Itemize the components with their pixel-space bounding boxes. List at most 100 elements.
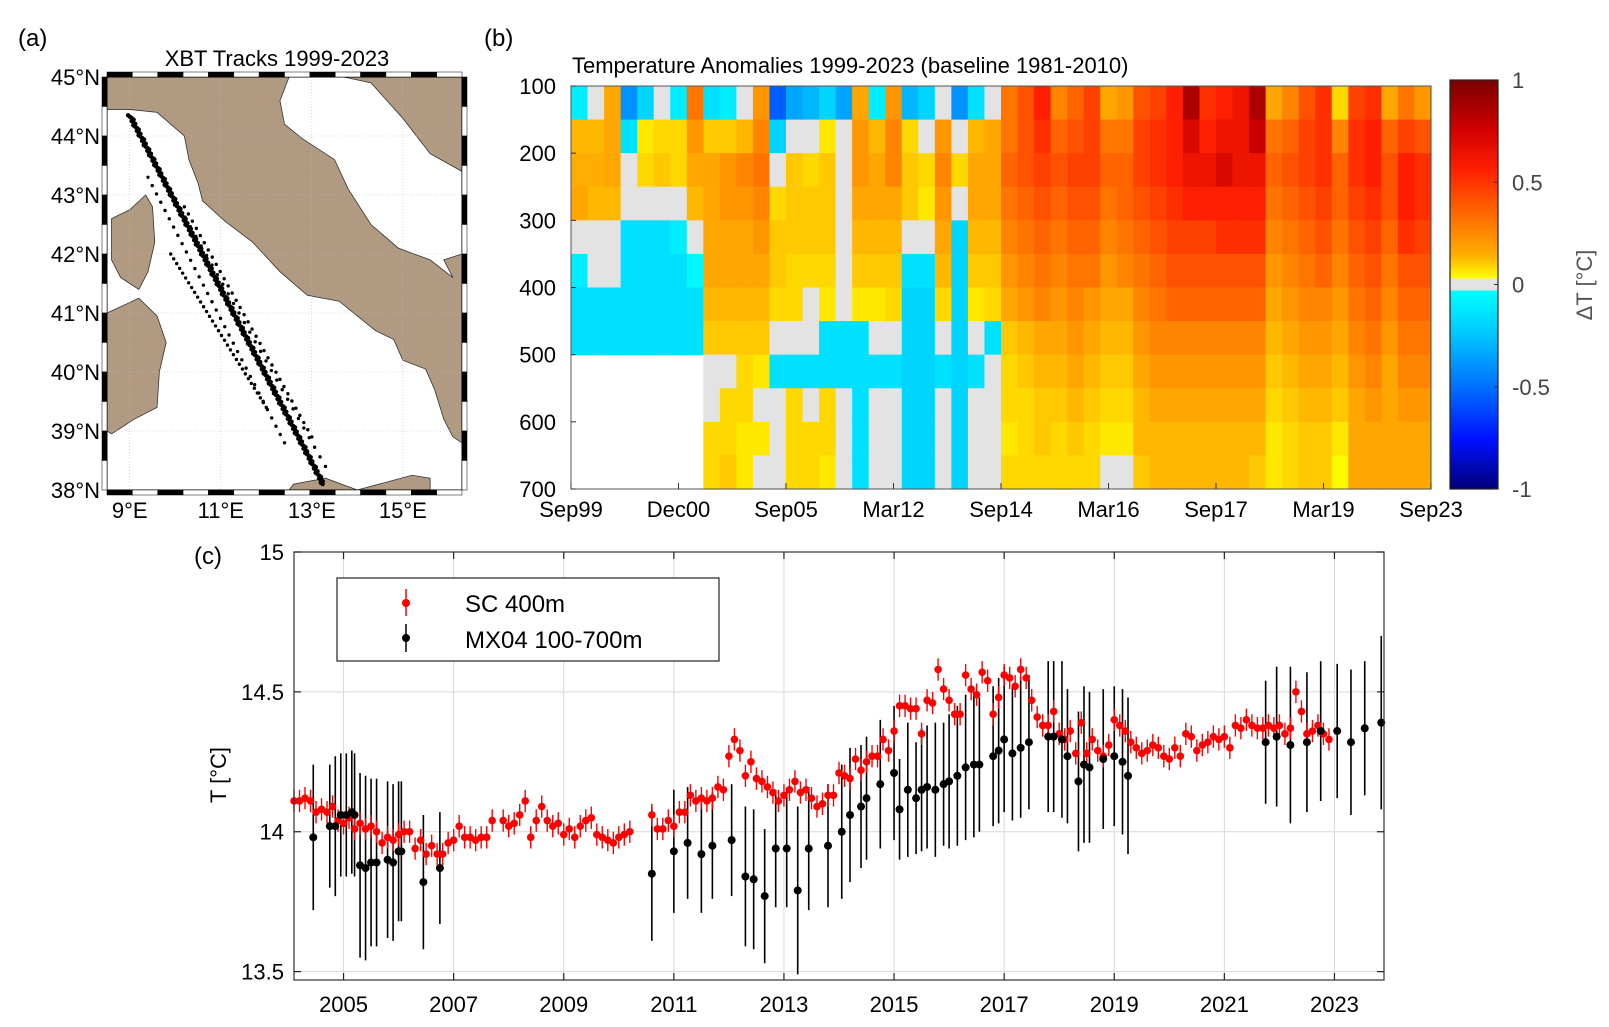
mx04-point [1110,752,1119,761]
track-point [210,255,214,259]
sc-point [906,704,915,713]
mx04-point [903,785,912,794]
y-axis-label: T [°C] [206,747,231,803]
heatmap-cell [752,354,771,389]
heatmap-cell [1298,86,1316,121]
heatmap-cell [1166,388,1184,423]
heatmap-cell [1133,153,1151,188]
map-border-seg [101,283,108,314]
track-point [312,445,317,449]
heatmap-cell [885,186,903,221]
heatmap-cell [1199,287,1217,322]
heatmap-cell [802,421,820,457]
land-italy [106,76,463,444]
heatmap-cell [719,86,737,121]
mx04-point [771,844,780,853]
track-point [222,277,226,281]
mx04-point [749,875,758,884]
heatmap-cell [653,186,671,221]
heatmap-cell [736,388,754,423]
heatmap-cell [637,220,655,255]
track-point [231,301,236,306]
map-border-seg [461,312,468,343]
heatmap-date-tick-label: Sep14 [969,497,1033,522]
sc-point [1242,716,1251,724]
heatmap-cell [703,421,721,457]
track-point [182,205,187,209]
heatmap-cell [1034,220,1052,255]
heatmap-cell [1083,119,1101,154]
heatmap-cell [1397,86,1416,121]
mx04-point [989,752,998,761]
heatmap-cell [967,186,986,221]
sc-point [554,819,563,828]
track-point [183,276,188,280]
sc-point [499,816,507,825]
sc-point [972,690,981,699]
heatmap-cell [752,119,771,154]
heatmap-cell [1397,287,1416,322]
mx04-point [923,782,932,791]
sc-point [890,727,898,735]
heatmap-cell [1149,421,1167,457]
sc-point [515,811,524,819]
heatmap-cell [620,253,638,289]
track-point [189,285,194,290]
mx04-point [697,850,706,859]
map-border-seg [233,71,260,78]
heatmap-cell [802,354,820,389]
sc-point [356,819,364,828]
heatmap-cell [1331,287,1349,322]
heatmap-cell [1017,186,1035,221]
heatmap-cell [1381,354,1399,389]
heatmap-cell [1315,321,1333,356]
heatmap-cell [1331,86,1349,121]
heatmap-cell [1017,421,1035,457]
heatmap-cell [1166,321,1184,356]
heatmap-cell [984,186,1002,221]
sc-point [807,794,816,802]
sc-point [758,777,766,786]
sc-point [653,825,662,833]
mx04-point [895,805,904,814]
heatmap-cell [736,119,754,154]
heatmap-cell [703,354,721,389]
mx04-point [782,844,791,853]
heatmap-date-tick-label: Mar19 [1292,497,1354,522]
sc-point [983,676,992,685]
heatmap-cell [719,388,737,423]
heatmap-cell [1364,287,1382,322]
x-tick-label: 2013 [759,992,808,1017]
heatmap-cell [1216,186,1234,221]
heatmap-cell [1067,455,1085,490]
mx04-point [669,847,678,856]
heatmap-date-tick-label: Sep05 [754,497,818,522]
track-point [242,312,246,317]
sc-point [1237,724,1245,733]
heatmap-cell [1298,354,1316,389]
heatmap-cell [1182,153,1201,188]
heatmap-cell [1034,153,1052,188]
track-point [216,329,221,333]
heatmap-cell [786,186,804,221]
map-lon-tick-label: 13°E [288,498,336,523]
sc-point [1176,752,1185,761]
heatmap-cell [885,455,903,490]
heatmap-cell [918,321,936,356]
heatmap-cell [918,287,936,322]
heatmap-cell [967,455,986,490]
heatmap-cell [1083,220,1101,255]
heatmap-cell [835,287,853,322]
sc-point [537,802,546,811]
heatmap-cell [1017,455,1035,490]
mx04-point [945,777,954,786]
heatmap-cell [1067,388,1085,423]
sc-point [433,850,441,858]
heatmap-cell [1414,220,1432,255]
heatmap-cell [1149,287,1167,322]
heatmap-cell [852,86,870,121]
heatmap-cell [1083,455,1101,490]
map-border-seg [101,253,108,284]
timeseries-series [290,635,1386,975]
heatmap-cell [719,186,737,221]
